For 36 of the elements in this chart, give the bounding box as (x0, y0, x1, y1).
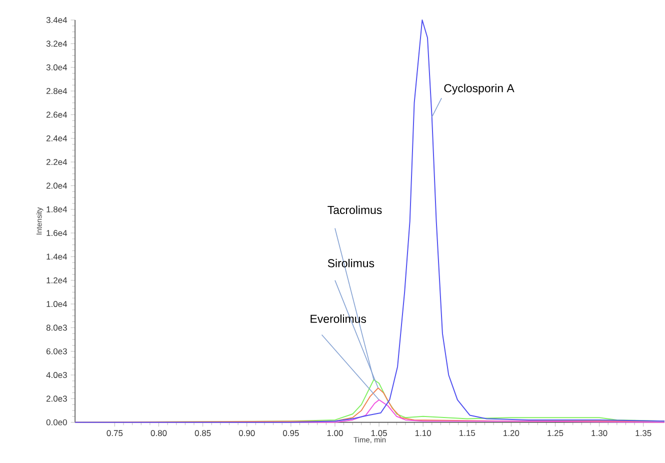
line-series (74, 19, 665, 423)
y-tick-label: 3.2e4 (46, 40, 68, 46)
y-tick-label: 0.0e0 (46, 419, 67, 426)
x-tick-label: 0.75 (106, 430, 123, 436)
y-tick-label: 2.2e4 (46, 158, 68, 165)
series-label: Cyclosporin A (444, 84, 514, 94)
text: Everolimus (310, 314, 366, 323)
y-tick-label: 1.6e4 (46, 230, 68, 236)
y-tick-label: 4.0e3 (46, 372, 67, 378)
x-tick-label: 0.95 (283, 430, 299, 436)
y-tick-label: 1.2e4 (46, 277, 68, 284)
x-tick-label: 1.20 (504, 430, 520, 436)
y-tick-label: 2.4e4 (46, 135, 68, 142)
x-tick-label: 0.80 (150, 430, 167, 436)
x-tick-label: 1.15 (460, 430, 476, 436)
x-tick-label: 0.85 (194, 430, 211, 436)
x-tick-label: 0.90 (238, 430, 255, 436)
x-tick-label: 1.10 (415, 430, 431, 436)
x-tick-label: 1.25 (548, 430, 564, 436)
y-tick-label: 1.0e4 (46, 300, 68, 307)
x-tick-label: 1.35 (636, 430, 652, 436)
y-tick-label: 1.8e4 (46, 206, 68, 212)
y-tick-label: 6.0e3 (46, 348, 67, 354)
y-tick-label: 2.0e4 (46, 182, 68, 188)
text: Tacrolimus (328, 205, 382, 214)
y-tick-label: 3.0e4 (46, 64, 68, 70)
y-tick-label: 8.0e3 (46, 324, 67, 330)
x-tick-label: 1.00 (327, 430, 343, 436)
x-tick-label: 1.05 (371, 430, 387, 436)
text: Sirolimus (328, 258, 374, 268)
y-tick-label: 2.8e4 (46, 88, 68, 94)
y-tick-label: 2.0e3 (46, 395, 67, 402)
y-tick-label: 3.4e4 (46, 16, 68, 23)
x-tick-label: 1.30 (592, 430, 608, 436)
y-tick-label: 1.4e4 (46, 254, 68, 260)
y-tick-label: 2.6e4 (46, 112, 68, 118)
